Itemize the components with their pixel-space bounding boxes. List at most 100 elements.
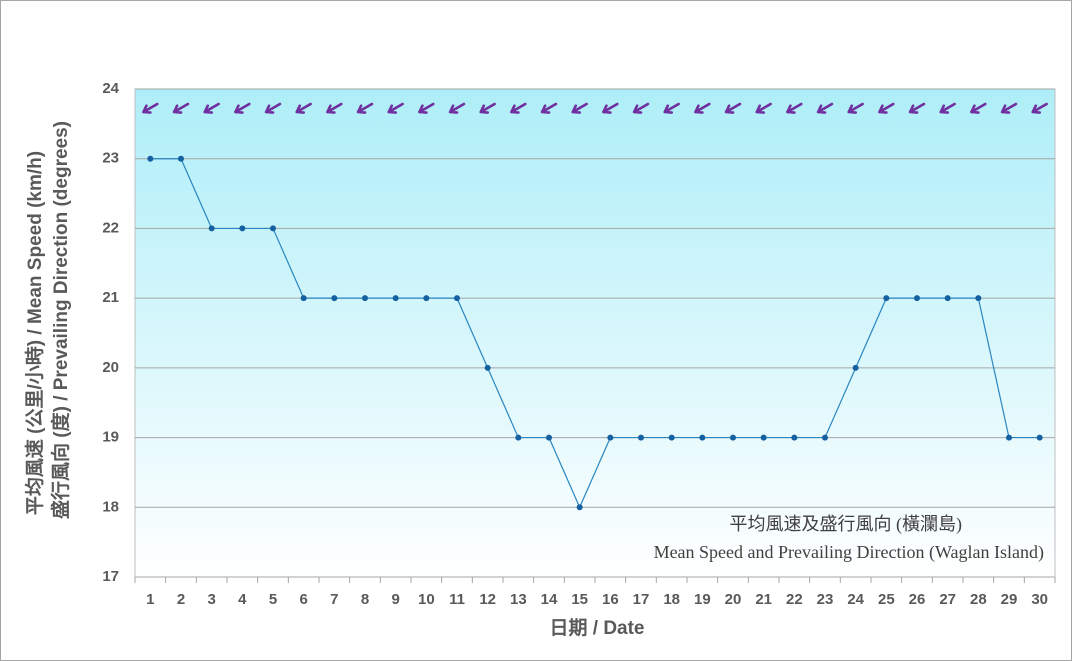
speed-point xyxy=(178,155,184,162)
direction-arrow xyxy=(387,102,404,114)
direction-arrow xyxy=(142,102,159,114)
direction-arrow xyxy=(510,102,527,114)
direction-arrow xyxy=(326,102,343,114)
y-tick-label: 19 xyxy=(102,429,119,446)
x-tick-label: 22 xyxy=(786,591,803,608)
speed-point xyxy=(454,295,460,302)
x-tick-label: 11 xyxy=(449,591,465,608)
direction-arrow xyxy=(694,102,711,114)
x-tick-label: 28 xyxy=(970,591,987,608)
speed-point xyxy=(515,434,522,441)
speed-point xyxy=(822,434,828,441)
direction-arrow xyxy=(234,102,251,114)
speed-point xyxy=(331,295,338,302)
annotation: Mean Speed and Prevailing Direction (Wag… xyxy=(654,542,1044,563)
speed-point xyxy=(944,295,951,302)
speed-point xyxy=(668,434,675,441)
x-tick-label: 4 xyxy=(238,591,247,608)
x-tick-label: 16 xyxy=(602,591,619,608)
direction-arrow xyxy=(663,102,680,114)
x-tick-label: 5 xyxy=(269,591,277,608)
x-tick-label: 7 xyxy=(330,591,338,608)
direction-arrow xyxy=(847,102,864,114)
speed-point xyxy=(699,434,706,441)
direction-arrow xyxy=(1000,102,1018,114)
direction-arrow xyxy=(479,102,496,114)
direction-arrow xyxy=(540,102,558,114)
direction-arrow xyxy=(755,102,772,114)
speed-point xyxy=(883,295,890,302)
speed-point xyxy=(760,434,767,441)
direction-arrow xyxy=(571,102,588,114)
x-tick-label: 9 xyxy=(391,591,399,608)
x-tick-label: 20 xyxy=(725,591,742,608)
speed-point xyxy=(607,434,614,441)
x-tick-label: 21 xyxy=(755,591,772,608)
speed-point xyxy=(730,434,736,441)
direction-arrow xyxy=(970,102,987,114)
annotation: 平均風速及盛行風向 (橫瀾島) xyxy=(730,514,963,535)
speed-line xyxy=(150,158,1040,509)
y-axis-title: 盛行風向 (度) / Prevailing Direction (degrees… xyxy=(49,121,72,519)
speed-point xyxy=(576,504,583,511)
direction-arrow xyxy=(1031,102,1048,114)
speed-point xyxy=(208,225,215,232)
y-tick-label: 20 xyxy=(102,359,119,376)
direction-arrow xyxy=(939,102,956,114)
x-tick-label: 13 xyxy=(510,591,527,608)
direction-arrow xyxy=(448,102,466,114)
speed-point xyxy=(791,434,798,441)
direction-arrow xyxy=(172,102,190,114)
direction-arrow xyxy=(295,102,312,114)
y-tick-label: 21 xyxy=(102,289,119,306)
x-tick-label: 1 xyxy=(146,591,154,608)
direction-arrow xyxy=(908,102,926,114)
x-tick-label: 3 xyxy=(207,591,215,608)
x-tick-label: 25 xyxy=(878,591,895,608)
x-tick-label: 23 xyxy=(817,591,834,608)
direction-arrow xyxy=(632,102,650,114)
y-tick-label: 18 xyxy=(102,498,119,515)
speed-point xyxy=(362,295,368,302)
x-tick-label: 6 xyxy=(299,591,307,608)
x-tick-label: 27 xyxy=(939,591,956,608)
x-tick-label: 10 xyxy=(418,591,435,608)
x-axis-title: 日期 / Date xyxy=(549,617,644,639)
speed-point xyxy=(1036,434,1043,441)
direction-arrow xyxy=(602,102,619,114)
y-tick-label: 17 xyxy=(102,568,119,585)
x-tick-label: 29 xyxy=(1001,591,1018,608)
direction-arrow xyxy=(418,102,435,114)
y-tick-label: 24 xyxy=(102,80,119,97)
direction-arrow xyxy=(816,102,834,114)
x-tick-label: 26 xyxy=(909,591,926,608)
speed-point xyxy=(147,155,154,162)
speed-point xyxy=(239,225,246,232)
x-tick-label: 17 xyxy=(633,591,650,608)
x-tick-label: 19 xyxy=(694,591,711,608)
x-tick-label: 15 xyxy=(571,591,588,608)
speed-point xyxy=(392,295,399,302)
direction-arrow xyxy=(878,102,895,114)
speed-point xyxy=(975,295,982,302)
x-tick-label: 30 xyxy=(1031,591,1048,608)
speed-point xyxy=(300,295,307,302)
speed-point xyxy=(852,364,859,371)
speed-point xyxy=(484,364,491,371)
speed-point xyxy=(423,295,430,302)
plot-area xyxy=(134,88,1056,578)
speed-point xyxy=(638,434,644,441)
x-tick-label: 2 xyxy=(177,591,185,608)
direction-arrow xyxy=(203,102,220,114)
direction-arrow xyxy=(356,102,374,114)
x-tick-label: 14 xyxy=(541,591,558,608)
direction-arrow xyxy=(786,102,803,114)
x-tick-label: 8 xyxy=(361,591,369,608)
direction-arrow xyxy=(724,102,742,114)
x-tick-label: 12 xyxy=(479,591,496,608)
speed-point xyxy=(914,295,920,302)
x-tick-label: 24 xyxy=(847,591,864,608)
direction-arrow xyxy=(264,102,282,114)
speed-point xyxy=(1006,434,1012,441)
